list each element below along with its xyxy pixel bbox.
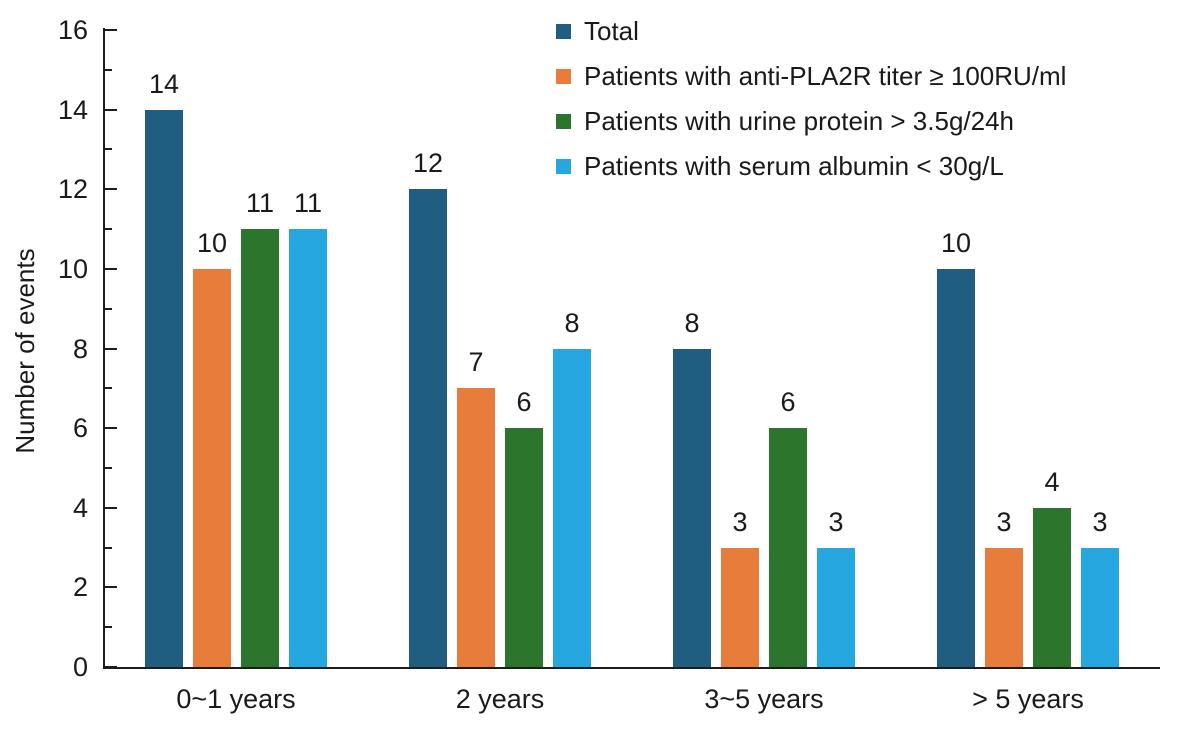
bar-series3-cat0 xyxy=(289,229,327,667)
legend-item-serum-albumin: Patients with serum albumin < 30g/L xyxy=(556,144,1066,189)
bar-value-label: 4 xyxy=(1044,466,1060,497)
y-axis-minor-tick xyxy=(105,68,112,71)
y-axis-tick-label: 0 xyxy=(72,652,88,682)
bar-value-label: 8 xyxy=(684,307,700,338)
bar-value-label: 11 xyxy=(293,188,323,219)
legend-item-urine-protein: Patients with urine protein > 3.5g/24h xyxy=(556,99,1066,144)
bar-value-label: 14 xyxy=(148,68,180,99)
y-axis-minor-tick xyxy=(105,148,112,151)
y-axis-tick-label: 16 xyxy=(57,15,88,45)
y-axis-major-tick xyxy=(105,29,117,31)
legend-item-total: Total xyxy=(556,9,1066,54)
bar-value-label: 6 xyxy=(780,387,796,418)
bar-series3-cat2 xyxy=(817,547,855,667)
y-axis-minor-tick xyxy=(105,626,112,629)
legend-label-anti-pla2r: Patients with anti-PLA2R titer ≥ 100RU/m… xyxy=(584,61,1067,91)
x-axis-category-label: > 5 years xyxy=(972,684,1084,714)
y-axis-major-tick xyxy=(105,506,117,509)
legend-label-urine-protein: Patients with urine protein > 3.5g/24h xyxy=(584,106,1015,136)
legend-label-total: Total xyxy=(584,16,639,46)
bar-value-label: 10 xyxy=(196,227,228,258)
bar-series3-cat1 xyxy=(553,348,591,667)
y-axis-minor-tick xyxy=(105,307,112,310)
bar-value-label: 12 xyxy=(412,148,444,179)
legend-swatch-total xyxy=(556,24,571,39)
y-axis-major-tick xyxy=(105,267,117,270)
bar-series1-cat0 xyxy=(193,268,231,667)
y-axis-line xyxy=(103,28,105,669)
y-axis-minor-tick xyxy=(105,228,112,231)
bar-value-label: 8 xyxy=(564,307,580,338)
x-axis-category-label: 2 years xyxy=(455,684,545,714)
y-axis-major-tick xyxy=(105,666,117,668)
bar-series2-cat1 xyxy=(505,428,543,667)
bar-value-label: 3 xyxy=(828,506,844,537)
bar-value-label: 11 xyxy=(245,188,275,219)
bar-series0-cat3 xyxy=(937,268,975,667)
bar-series1-cat1 xyxy=(457,388,495,667)
bar-value-label: 10 xyxy=(940,227,972,258)
y-axis-tick-label: 14 xyxy=(57,94,88,125)
bar-series0-cat2 xyxy=(673,348,711,667)
legend-item-anti-pla2r: Patients with anti-PLA2R titer ≥ 100RU/m… xyxy=(556,54,1066,99)
y-axis-major-tick xyxy=(105,188,117,191)
legend-swatch-serum-albumin xyxy=(556,159,571,174)
y-axis-title: Number of events xyxy=(10,248,40,454)
y-axis-major-tick xyxy=(105,347,117,350)
y-axis-tick-label: 10 xyxy=(57,253,88,284)
bar-series3-cat3 xyxy=(1081,547,1119,667)
legend-label-serum-albumin: Patients with serum albumin < 30g/L xyxy=(584,151,1004,181)
y-axis-major-tick xyxy=(105,586,117,589)
y-axis-tick-label: 8 xyxy=(72,333,88,364)
bar-series0-cat1 xyxy=(409,189,447,667)
bar-value-label: 7 xyxy=(468,347,484,378)
y-axis-tick-label: 6 xyxy=(72,413,88,444)
bar-series2-cat0 xyxy=(241,229,279,667)
y-axis-tick-label: 4 xyxy=(72,492,88,523)
bar-value-label: 6 xyxy=(516,387,532,418)
y-axis-tick-label: 2 xyxy=(72,572,88,603)
y-axis-minor-tick xyxy=(105,387,112,390)
x-axis-category-label: 0~1 years xyxy=(176,684,296,714)
x-axis-line xyxy=(103,667,1160,669)
bar-value-label: 3 xyxy=(1092,506,1108,537)
bar-series0-cat0 xyxy=(145,109,183,667)
x-axis-category-label: 3~5 years xyxy=(704,684,824,714)
bar-series2-cat2 xyxy=(769,428,807,667)
legend-swatch-urine-protein xyxy=(556,114,571,129)
bar-series2-cat3 xyxy=(1033,507,1071,667)
bar-series1-cat3 xyxy=(985,547,1023,667)
legend: Total Patients with anti-PLA2R titer ≥ 1… xyxy=(556,9,1066,189)
y-axis-tick-label: 12 xyxy=(57,174,88,205)
bar-value-label: 3 xyxy=(996,506,1012,537)
bar-series1-cat2 xyxy=(721,547,759,667)
y-axis-minor-tick xyxy=(105,546,112,549)
y-axis-minor-tick xyxy=(105,466,112,469)
bar-value-label: 3 xyxy=(732,506,748,537)
legend-swatch-anti-pla2r xyxy=(556,69,571,84)
y-axis-major-tick xyxy=(105,427,117,430)
y-axis-major-tick xyxy=(105,108,117,111)
